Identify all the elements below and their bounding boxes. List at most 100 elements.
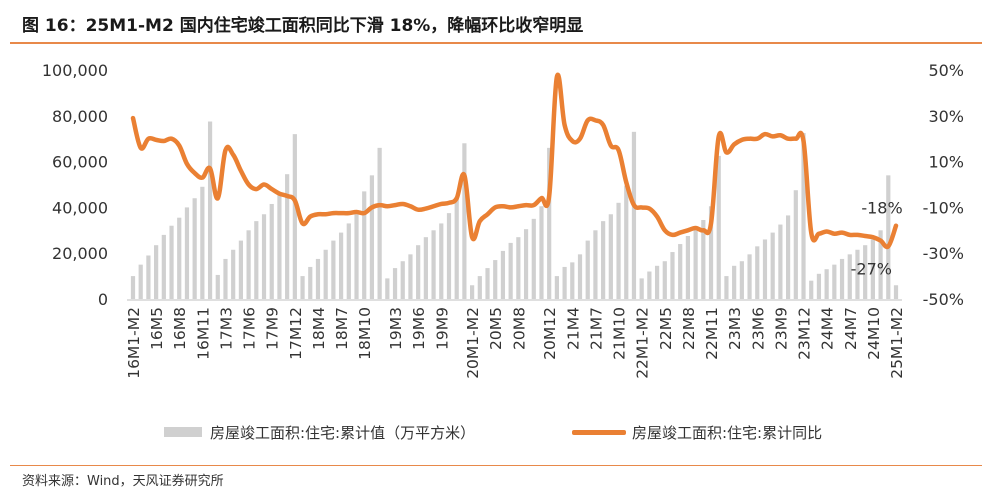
bar-18M3 [308,266,313,299]
x-tick-label: 24M7 [842,307,860,350]
bar-18M11 [369,175,375,299]
title-divider [10,42,982,44]
bar-24M11 [878,230,883,299]
bar-21M12 [631,131,637,299]
bar-21M6 [585,240,590,299]
bar-16M11 [200,186,205,299]
x-tick-label: 22M8 [680,307,698,350]
bar-21M9 [608,214,613,299]
bar-16M10 [192,198,197,299]
bar-24M7 [847,254,852,299]
x-tick-label: 16M1-M2 [125,307,143,379]
bar-24M12 [886,175,891,299]
bar-22M3 [647,271,652,299]
left-tick-label: 20,000 [52,244,108,263]
bar-16M4 [146,255,151,299]
bar-24M3 [816,273,822,299]
bar-23M7 [762,239,768,299]
bar-25M1-M2 [893,285,899,299]
bar-23M4 [739,261,744,299]
bar-24M9 [863,245,868,299]
right-tick-label: 30% [928,107,964,126]
annotations: -18% -27% [851,199,903,279]
bar-18M6 [331,240,336,299]
legend-bar-swatch [164,427,202,437]
x-tick-label: 24M4 [819,307,837,350]
bar-20M8 [516,237,521,299]
bar-24M1-M2 [809,280,814,299]
bar-23M8 [770,232,775,299]
bar-20M5 [493,260,498,299]
bar-21M5 [577,254,583,299]
bar-19M5 [408,254,413,299]
left-tick-label: 80,000 [52,107,108,126]
right-tick-label: 10% [928,153,964,172]
bar-16M12 [207,121,213,299]
line-series-layer [130,72,899,250]
bar-23M6 [755,246,760,299]
x-tick-label: 19M3 [387,307,405,350]
legend-label-bar: 房屋竣工面积:住宅:累计值（万平方米） [210,423,476,442]
x-tick-label: 20M12 [541,307,559,360]
x-tick-label: 21M7 [587,307,605,350]
bar-21M11 [624,185,629,299]
right-tick-label: 50% [928,61,964,80]
bar-20M3 [477,276,482,299]
bar-20M12 [547,147,552,299]
bar-22M1-M2 [639,278,644,299]
right-tick-label: -30% [923,244,964,263]
x-tick-label: 16M8 [171,307,189,350]
bar-21M4 [570,262,575,299]
right-tick-label: -10% [923,198,964,217]
x-tick-label: 17M12 [287,307,305,360]
left-tick-label: 60,000 [52,153,108,172]
annotation-label: -18% [861,199,902,218]
legend-item-bar: 房屋竣工面积:住宅:累计值（万平方米） [164,421,475,443]
x-tick-label: 19M9 [433,307,451,350]
left-tick-label: 0 [98,290,108,309]
bar-18M5 [323,249,328,299]
right-tick-label: -50% [923,290,964,309]
bar-18M7 [338,232,344,299]
bar-16M6 [161,234,166,299]
bar-18M9 [354,214,359,299]
bar-23M11 [793,190,798,299]
bar-16M1-M2 [130,276,136,299]
bar-20M7 [508,242,513,299]
bar-23M5 [747,254,752,299]
bar-17M4 [231,249,236,299]
bar-22M8 [685,236,691,299]
bar-17M12 [292,134,297,299]
x-tick-label: 23M9 [772,307,790,350]
legend-label-line: 房屋竣工面积:住宅:累计同比 [632,423,823,442]
bar-24M6 [839,258,845,299]
x-tick-label: 25M1-M2 [888,307,906,379]
x-tick-label: 22M5 [657,307,675,350]
bar-16M8 [177,217,182,299]
bar-21M3 [562,266,567,299]
annotation-label: -27% [851,259,892,278]
x-tick-label: 23M3 [726,307,744,350]
legend-line-swatch [572,429,626,435]
bar-20M9 [523,229,529,299]
bar-23M1-M2 [724,276,729,299]
bar-16M5 [154,245,159,299]
bar-24M8 [855,249,860,299]
x-tick-label: 19M6 [410,307,428,350]
bar-24M5 [832,264,837,299]
x-tick-label: 16M11 [194,307,212,360]
bar-18M1-M2 [300,276,305,299]
bar-19M11 [454,198,459,299]
bar-17M3 [223,258,228,299]
bar-19M4 [400,261,405,299]
x-tick-label: 20M8 [510,307,528,350]
yoy-line [130,72,899,250]
x-tick-label: 20M1-M2 [464,307,482,379]
bar-20M1-M2 [470,285,475,299]
x-tick-label: 20M5 [487,307,505,350]
bar-23M12 [801,132,806,299]
legend-item-line: 房屋竣工面积:住宅:累计同比 [572,421,822,443]
bar-19M12 [462,143,467,299]
bar-19M9 [439,223,444,299]
bar-series [130,121,899,300]
